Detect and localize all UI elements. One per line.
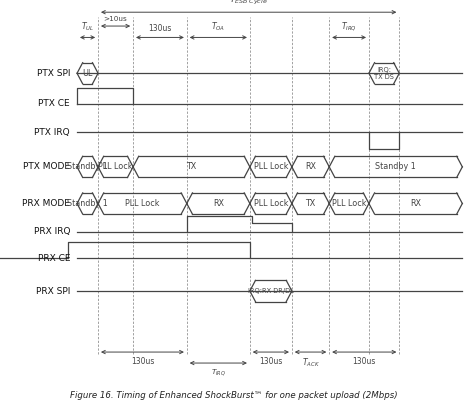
Text: PLL Lock: PLL Lock — [332, 199, 366, 208]
Text: PRX IRQ: PRX IRQ — [34, 228, 70, 236]
Text: PRX SPI: PRX SPI — [35, 287, 70, 295]
Text: $T_{OA}$: $T_{OA}$ — [211, 21, 226, 33]
Text: Standby 1: Standby 1 — [67, 199, 108, 208]
Text: $T_{IRQ}$: $T_{IRQ}$ — [211, 368, 226, 378]
Text: Standby 1: Standby 1 — [375, 162, 416, 171]
Text: PTX MODE: PTX MODE — [23, 162, 70, 171]
Text: TX: TX — [186, 162, 197, 171]
Text: $T_{ACK}$: $T_{ACK}$ — [302, 357, 319, 370]
Text: 130us: 130us — [259, 357, 283, 366]
Text: PLL Lock: PLL Lock — [254, 199, 288, 208]
Text: PTX IRQ: PTX IRQ — [35, 128, 70, 137]
Text: IRQ:RX DR/DL: IRQ:RX DR/DL — [248, 288, 294, 294]
Text: 130us: 130us — [131, 357, 154, 366]
Text: Figure 16. Timing of Enhanced ShockBurst™ for one packet upload (2Mbps): Figure 16. Timing of Enhanced ShockBurst… — [70, 391, 397, 400]
Text: PTX CE: PTX CE — [38, 99, 70, 108]
Text: >10us: >10us — [104, 16, 127, 22]
Text: RX: RX — [305, 162, 316, 171]
Text: PLL Lock: PLL Lock — [125, 199, 160, 208]
Text: 130us: 130us — [353, 357, 376, 366]
Text: PRX CE: PRX CE — [37, 254, 70, 263]
Text: PLL Lock: PLL Lock — [99, 162, 133, 171]
Text: PTX SPI: PTX SPI — [36, 69, 70, 78]
Text: $T_{ESB\ Cycle}$: $T_{ESB\ Cycle}$ — [229, 0, 268, 7]
Text: TX: TX — [305, 199, 316, 208]
Text: PRX MODE: PRX MODE — [22, 199, 70, 208]
Text: RX: RX — [410, 199, 421, 208]
Text: RX: RX — [213, 199, 224, 208]
Text: $T_{IRQ}$: $T_{IRQ}$ — [341, 21, 357, 33]
Text: UL: UL — [82, 69, 93, 78]
Text: 130us: 130us — [148, 24, 172, 33]
Text: Standby 1: Standby 1 — [67, 162, 108, 171]
Text: IRQ:
TX DS: IRQ: TX DS — [374, 67, 394, 80]
Text: $T_{UL}$: $T_{UL}$ — [81, 21, 94, 33]
Text: PLL Lock: PLL Lock — [254, 162, 288, 171]
